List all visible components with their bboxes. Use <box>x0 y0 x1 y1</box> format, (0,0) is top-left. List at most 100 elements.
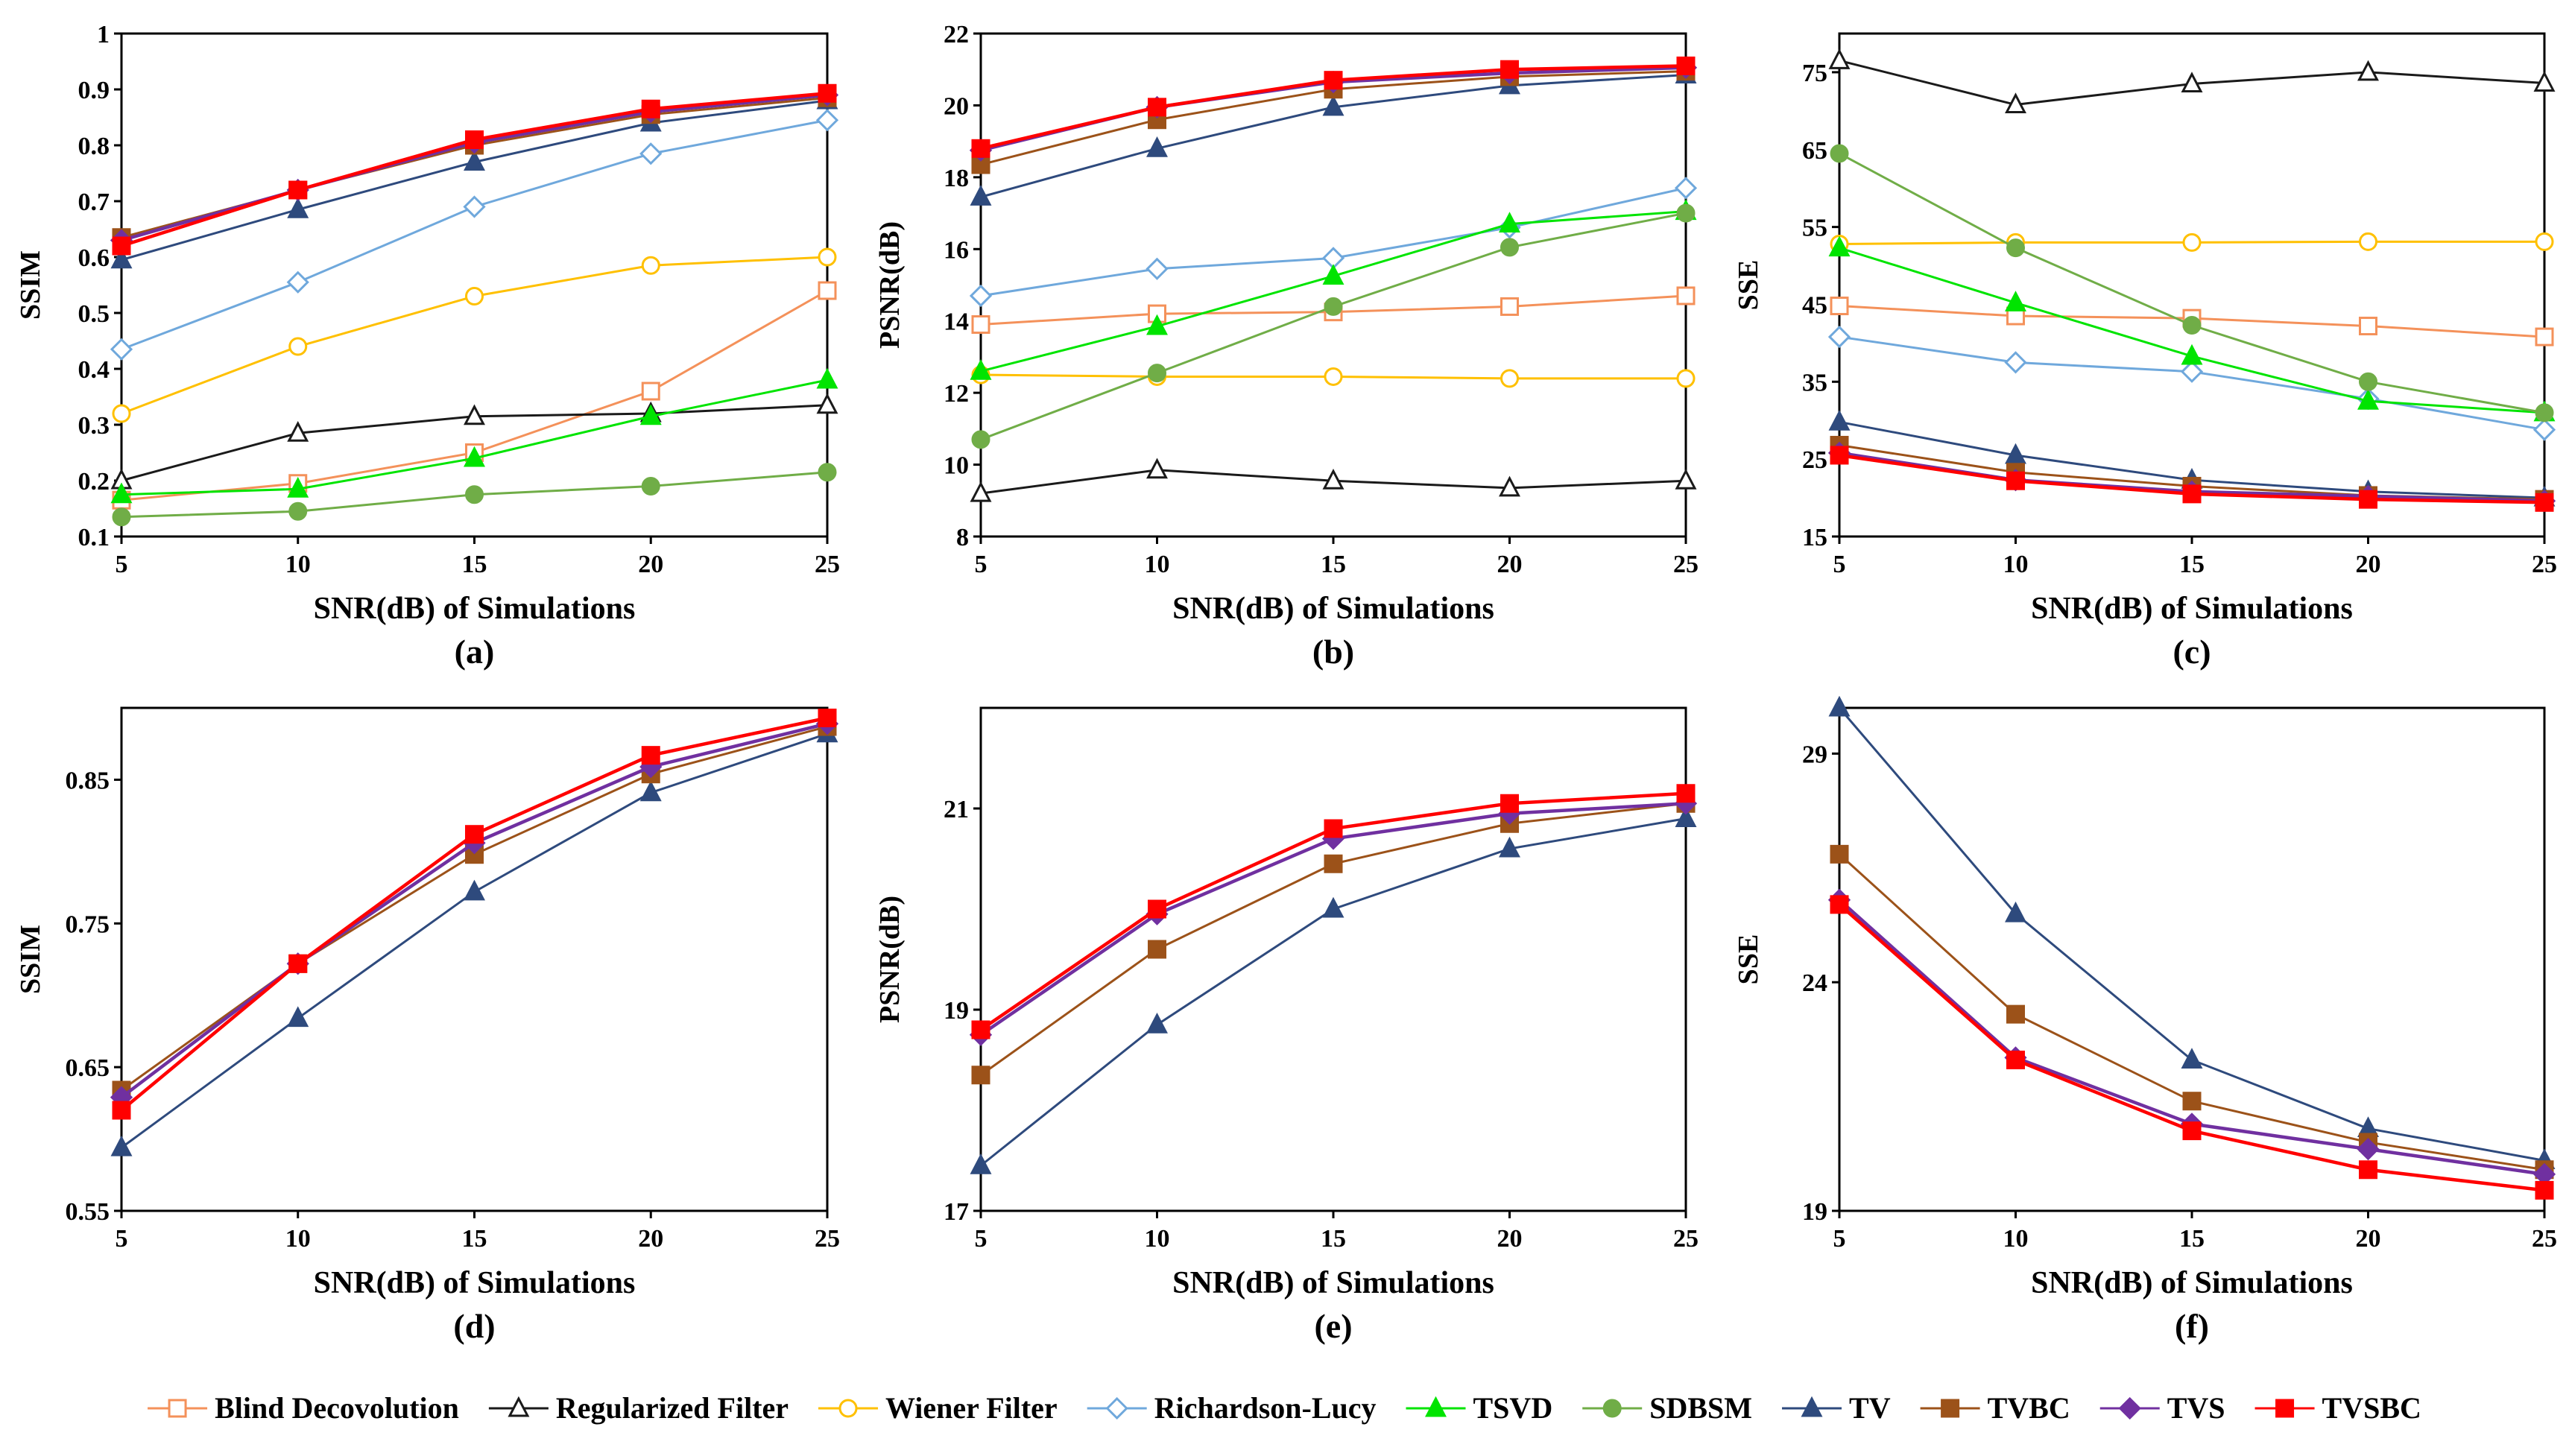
data-point <box>110 338 133 361</box>
data-point <box>818 709 837 727</box>
series-wiener-filter <box>112 247 837 423</box>
legend-label: Blind Decovolution <box>215 1391 459 1425</box>
legend-item-tvbc: TVBC <box>1920 1391 2070 1425</box>
data-point <box>2182 1121 2202 1141</box>
data-point <box>2359 372 2377 391</box>
data-point <box>1675 469 1697 490</box>
y-tick-label: 17 <box>944 1198 969 1226</box>
legend-item-richardson-lucy: Richardson-Lucy <box>1087 1391 1377 1425</box>
data-point <box>1148 364 1166 383</box>
panel-label: (d) <box>453 1307 495 1345</box>
y-tick-label: 1 <box>97 21 110 48</box>
data-point <box>288 501 308 521</box>
data-point <box>970 358 992 380</box>
y-tick-label: 65 <box>1802 137 1827 165</box>
data-point <box>2357 1138 2380 1161</box>
data-point <box>815 109 839 132</box>
data-point <box>287 421 309 442</box>
data-point <box>1676 369 1696 388</box>
series-tv <box>970 806 1697 1174</box>
legend-label: TVSBC <box>2322 1391 2421 1425</box>
data-point <box>1674 177 1698 200</box>
data-point <box>1324 71 1343 90</box>
data-point <box>2004 351 2027 374</box>
legend-item-tv: TV <box>1782 1391 1891 1425</box>
y-tick-label: 14 <box>944 308 969 336</box>
y-tick-label: 15 <box>1802 524 1827 551</box>
series-line <box>120 716 828 1112</box>
x-tick-label: 20 <box>1497 1225 1523 1253</box>
data-point <box>288 337 308 356</box>
data-point <box>818 463 837 482</box>
legend-marker <box>838 1399 858 1418</box>
y-tick-label: 20 <box>944 92 969 120</box>
data-point <box>641 256 660 275</box>
y-tick-label: 0.7 <box>78 189 110 216</box>
data-point <box>639 142 663 165</box>
data-point <box>1828 410 1851 431</box>
series-line <box>980 210 1687 373</box>
y-tick-label: 22 <box>944 21 969 48</box>
series-line <box>121 99 828 262</box>
data-point <box>2006 1004 2025 1024</box>
series-tvsbc <box>1830 895 2554 1200</box>
series-regularized-filter <box>970 458 1697 502</box>
data-point <box>818 281 837 300</box>
data-point <box>2181 72 2203 92</box>
data-point <box>110 482 133 504</box>
data-point <box>2359 232 2377 251</box>
x-tick-label: 10 <box>2003 551 2029 578</box>
data-point <box>1830 895 1849 914</box>
panel-label: (c) <box>2173 633 2211 671</box>
x-tick-label: 10 <box>285 1225 311 1253</box>
data-point <box>1324 819 1343 838</box>
x-tick-label: 5 <box>116 1225 128 1253</box>
data-point <box>1148 899 1166 919</box>
chart-panel-f: 19 24 29 5 10 15 20 25 SNR(dB) of Simulations SSE… <box>1733 695 2557 1345</box>
data-point <box>1499 212 1520 233</box>
y-tick-label: 8 <box>956 524 969 551</box>
data-point <box>2535 403 2554 422</box>
data-point <box>464 446 485 467</box>
legend-label: TV <box>1849 1391 1891 1425</box>
legend-item-blind-decovolution: Blind Decovolution <box>148 1391 459 1425</box>
data-point <box>970 481 992 502</box>
data-point <box>639 780 662 802</box>
y-tick-label: 25 <box>1802 446 1827 474</box>
data-point <box>2181 1048 2203 1069</box>
x-tick-label: 25 <box>1673 551 1699 578</box>
legend-item-tvs: TVS <box>2099 1391 2225 1425</box>
legend: Blind Decovolution Regularized Filter Wien… <box>148 1391 2421 1425</box>
y-tick-label: 0.1 <box>78 524 110 551</box>
series-tsvd <box>110 367 838 504</box>
series-tv <box>1828 695 2556 1169</box>
data-point <box>970 185 992 206</box>
legend-item-wiener-filter: Wiener Filter <box>818 1391 1058 1425</box>
panel-label: (e) <box>1314 1307 1352 1345</box>
legend-label: TVS <box>2167 1391 2225 1425</box>
plot-frame <box>120 706 829 1212</box>
legend-marker <box>2118 1396 2141 1420</box>
series-tvsbc <box>971 56 1696 158</box>
data-point <box>969 284 993 308</box>
y-tick-label: 19 <box>1802 1198 1827 1226</box>
series-line <box>121 289 828 501</box>
x-tick-label: 20 <box>1497 551 1523 578</box>
legend-label: TSVD <box>1473 1391 1553 1425</box>
series-tvsbc <box>971 784 1696 1039</box>
y-tick-label: 29 <box>1802 741 1827 768</box>
y-tick-label: 35 <box>1802 369 1827 396</box>
data-point <box>1830 844 1849 864</box>
y-tick-label: 10 <box>944 452 969 480</box>
data-point <box>2005 92 2026 114</box>
data-point <box>970 1153 992 1174</box>
series-tvsbc <box>112 709 837 1120</box>
data-point <box>1322 264 1344 285</box>
data-point <box>464 150 485 171</box>
data-point <box>287 1006 309 1028</box>
data-point <box>465 130 484 149</box>
panel-label: (a) <box>455 633 495 671</box>
data-point <box>1830 144 1849 163</box>
x-tick-label: 15 <box>462 551 487 578</box>
data-point <box>641 99 660 118</box>
